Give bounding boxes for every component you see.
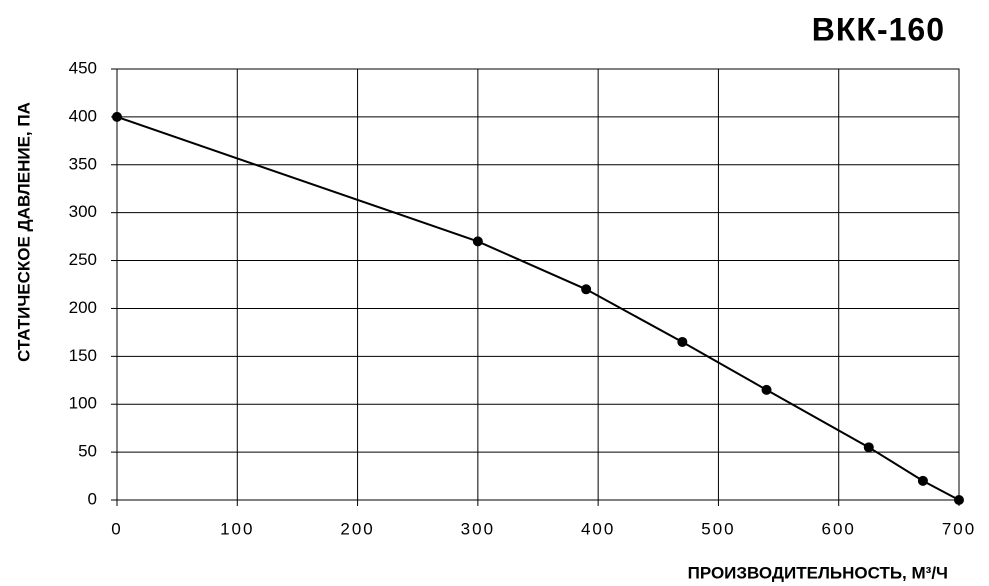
plot-frame bbox=[116, 68, 960, 501]
x-tick-label: 600 bbox=[822, 519, 856, 538]
point bbox=[954, 495, 964, 505]
point bbox=[472, 236, 483, 247]
y-tick-label: 250 bbox=[69, 250, 97, 269]
x-tick-label: 500 bbox=[701, 519, 735, 538]
y-tick-label: 450 bbox=[69, 58, 97, 77]
chart-title: ВКК-160 bbox=[812, 11, 945, 47]
point bbox=[112, 111, 122, 122]
x-tick-label: 100 bbox=[220, 519, 254, 538]
y-tick-label: 50 bbox=[78, 442, 97, 461]
x-tick-label: 0 bbox=[111, 519, 122, 538]
point bbox=[581, 284, 592, 295]
y-tick-label: 200 bbox=[69, 298, 97, 317]
y-tick-label: 100 bbox=[69, 394, 97, 413]
point bbox=[677, 336, 688, 347]
y-tick-label: 350 bbox=[69, 154, 97, 173]
y-tick-label: 300 bbox=[69, 202, 97, 221]
x-tick-label: 400 bbox=[581, 519, 615, 538]
x-tick-label: 300 bbox=[461, 519, 495, 538]
x-axis-label: ПРОИЗВОДИТЕЛЬНОСТЬ, М³/Ч bbox=[688, 563, 948, 582]
y-tick-label: 0 bbox=[88, 489, 97, 508]
y-tick-label: 150 bbox=[69, 346, 97, 365]
x-tick-label: 700 bbox=[942, 519, 976, 538]
y-tick-label: 400 bbox=[69, 106, 97, 125]
point bbox=[761, 384, 772, 395]
point bbox=[917, 475, 928, 486]
point bbox=[863, 442, 874, 453]
curve bbox=[116, 115, 960, 501]
y-axis-label: СТАТИЧЕСКОЕ ДАВЛЕНИЕ, ПА bbox=[14, 102, 33, 362]
x-tick-label: 200 bbox=[340, 519, 374, 538]
